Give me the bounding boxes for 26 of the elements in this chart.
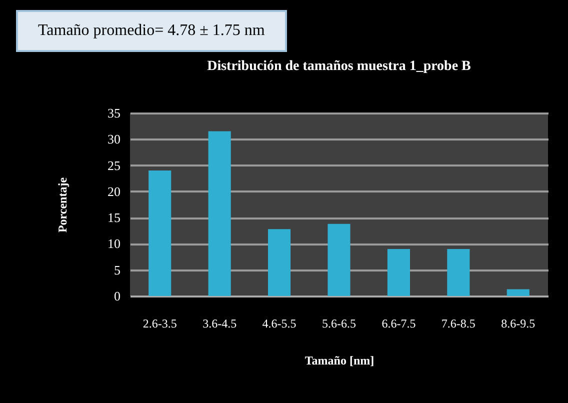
x-tick-label: 3.6-4.5 [202, 316, 237, 330]
x-tick-label: 7.6-8.5 [441, 316, 476, 330]
x-tick-label: 5.6-6.5 [322, 316, 356, 330]
y-tick-label: 20 [108, 184, 120, 199]
bar [447, 248, 470, 296]
x-tick-label: 4.6-5.5 [262, 316, 296, 330]
bar [506, 289, 530, 296]
y-tick-label: 35 [108, 106, 120, 120]
x-tick-label: 8.6-9.5 [501, 316, 536, 330]
y-axis-title: Porcentaje [56, 176, 70, 233]
x-axis-title: Tamaño [nm] [304, 354, 374, 368]
x-tick-label: 6.6-7.5 [382, 316, 416, 330]
x-tick-label: 2.6-3.5 [142, 316, 177, 330]
y-tick-label: 15 [108, 210, 120, 226]
bar [387, 248, 410, 296]
y-tick-label: 0 [114, 288, 120, 304]
y-tick-label: 5 [114, 262, 120, 278]
bar [208, 131, 231, 296]
y-tick-label: 25 [108, 158, 120, 173]
y-tick-label: 30 [108, 132, 120, 147]
text: Tamaño promedio= 4.78 ± 1.75 nm [16, 10, 287, 52]
chart-title: Distribución de tamaños muestra 1_probe B [207, 59, 471, 74]
bar [328, 224, 350, 296]
bar [268, 229, 291, 296]
y-tick-label: 10 [108, 236, 120, 252]
bar [148, 170, 172, 296]
